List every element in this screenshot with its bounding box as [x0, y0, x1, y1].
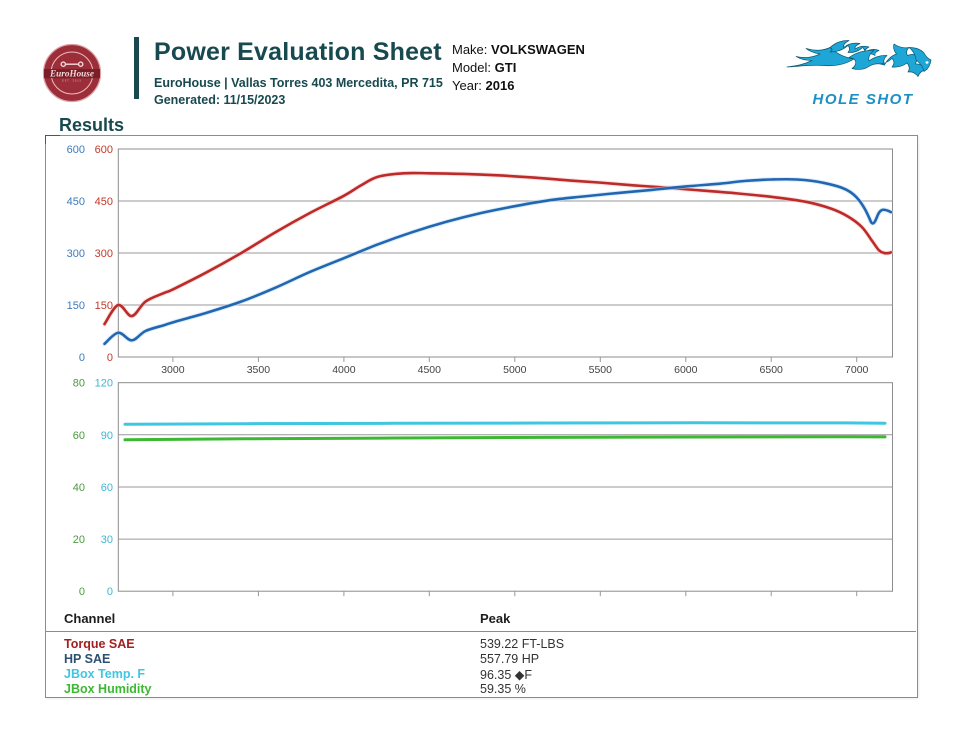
svg-text:4000: 4000	[332, 364, 356, 375]
svg-text:3500: 3500	[247, 598, 271, 599]
svg-text:300: 300	[95, 248, 113, 260]
svg-text:600: 600	[67, 144, 85, 156]
svg-text:EST. 2015: EST. 2015	[62, 81, 82, 83]
svg-text:6500: 6500	[760, 364, 784, 375]
svg-text:6000: 6000	[674, 598, 698, 599]
svg-text:450: 450	[67, 196, 85, 208]
svg-text:600: 600	[95, 144, 113, 156]
svg-text:4000: 4000	[332, 598, 356, 599]
svg-text:6000: 6000	[674, 364, 698, 375]
svg-text:5500: 5500	[589, 598, 613, 599]
svg-text:EuroHouse: EuroHouse	[49, 68, 94, 78]
svg-text:3500: 3500	[247, 364, 271, 375]
svg-text:40: 40	[73, 482, 85, 494]
svg-text:20: 20	[73, 534, 85, 546]
svg-text:7000: 7000	[845, 364, 869, 375]
svg-text:5000: 5000	[503, 598, 527, 599]
svg-text:80: 80	[73, 378, 85, 390]
svg-text:5000: 5000	[503, 364, 527, 375]
svg-text:30: 30	[101, 534, 113, 546]
svg-text:6500: 6500	[760, 598, 784, 599]
svg-text:4500: 4500	[418, 598, 442, 599]
svg-text:90: 90	[101, 430, 113, 442]
svg-text:450: 450	[95, 196, 113, 208]
svg-text:0: 0	[79, 352, 85, 364]
svg-text:5500: 5500	[589, 364, 613, 375]
svg-text:60: 60	[101, 482, 113, 494]
svg-text:120: 120	[95, 378, 113, 390]
svg-text:300: 300	[67, 248, 85, 260]
svg-text:0: 0	[79, 586, 85, 598]
svg-text:7000: 7000	[845, 598, 869, 599]
svg-text:3000: 3000	[161, 364, 185, 375]
svg-text:60: 60	[73, 430, 85, 442]
svg-text:0: 0	[107, 352, 113, 364]
svg-text:150: 150	[67, 300, 85, 312]
svg-text:4500: 4500	[418, 364, 442, 375]
svg-text:3000: 3000	[161, 598, 185, 599]
svg-text:0: 0	[107, 586, 113, 598]
